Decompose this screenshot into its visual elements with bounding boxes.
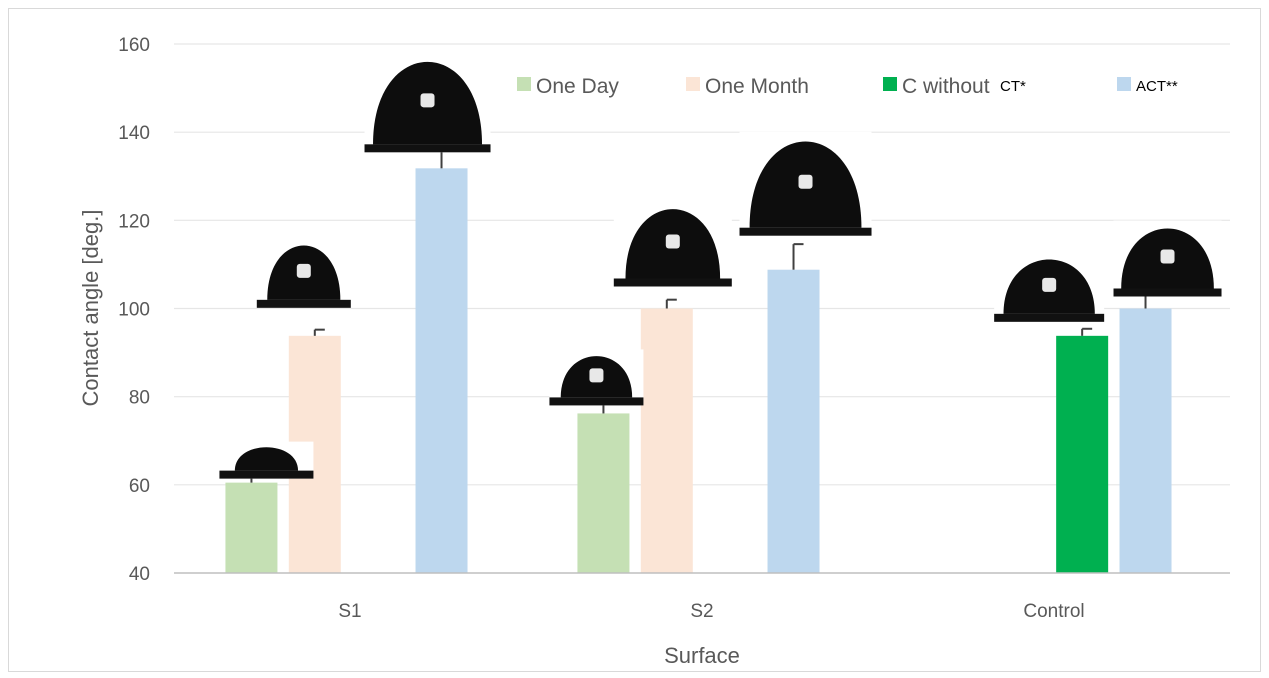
bar <box>577 413 630 573</box>
x-axis-ticks: S1 S2 Control <box>338 601 1084 622</box>
y-axis-title: Contact angle [deg.] <box>78 210 103 407</box>
legend-swatch <box>517 77 531 91</box>
droplet-image <box>549 349 644 406</box>
droplet-substrate <box>613 278 732 287</box>
legend-label-suffix: CT* <box>1000 78 1026 95</box>
droplet-highlight <box>296 263 311 278</box>
legend-swatch <box>1117 77 1131 91</box>
droplet-substrate <box>549 397 644 406</box>
y-tick-label: 80 <box>129 388 150 409</box>
droplet-substrate <box>994 313 1105 322</box>
y-tick-label: 100 <box>118 300 150 321</box>
droplet-substrate <box>219 470 314 479</box>
x-tick-label: S2 <box>690 601 713 622</box>
droplet-highlight <box>798 174 813 189</box>
gridlines <box>174 43 1230 486</box>
legend-label: One Day <box>536 75 619 98</box>
y-tick-label: 40 <box>129 564 150 585</box>
droplet-image <box>1113 220 1222 297</box>
droplet-highlight <box>665 234 680 249</box>
legend-label: One Month <box>705 75 809 98</box>
legend-label: C without <box>902 75 990 98</box>
legend-label: ACT** <box>1136 78 1178 95</box>
legend-swatch <box>883 77 897 91</box>
droplet-substrate <box>739 227 872 236</box>
legend: One Day One Month C without ACT** CT* <box>517 75 1178 98</box>
y-tick-label: 140 <box>118 123 150 144</box>
x-tick-label: Control <box>1023 601 1084 622</box>
y-tick-label: 120 <box>118 211 150 232</box>
droplet-highlight <box>1042 277 1057 292</box>
chart-frame <box>8 8 1261 672</box>
bar <box>1119 308 1172 573</box>
droplet-image <box>364 52 491 153</box>
droplet-image <box>994 251 1105 322</box>
y-tick-label: 60 <box>129 476 150 497</box>
droplet-substrate <box>1113 288 1222 297</box>
legend-swatch <box>686 77 700 91</box>
droplet-highlight <box>420 93 435 108</box>
x-axis-title: Surface <box>664 643 740 668</box>
droplet-image <box>219 441 314 479</box>
droplet-images <box>219 52 1222 479</box>
x-tick-label: S1 <box>338 601 361 622</box>
y-axis-ticks: 40 60 80 100 120 140 160 <box>118 35 150 585</box>
droplet-highlight <box>1160 249 1175 264</box>
droplet-image <box>256 237 351 308</box>
bar <box>225 482 278 573</box>
droplet-shape <box>234 447 299 471</box>
bar <box>767 269 820 573</box>
droplet-image <box>613 200 732 287</box>
droplet-image <box>739 131 872 236</box>
bar <box>415 168 468 573</box>
y-tick-label: 160 <box>118 35 150 56</box>
bar <box>640 308 693 573</box>
droplet-substrate <box>364 144 491 153</box>
droplet-highlight <box>589 368 604 383</box>
droplet-substrate <box>256 299 351 308</box>
bar <box>1056 335 1109 573</box>
